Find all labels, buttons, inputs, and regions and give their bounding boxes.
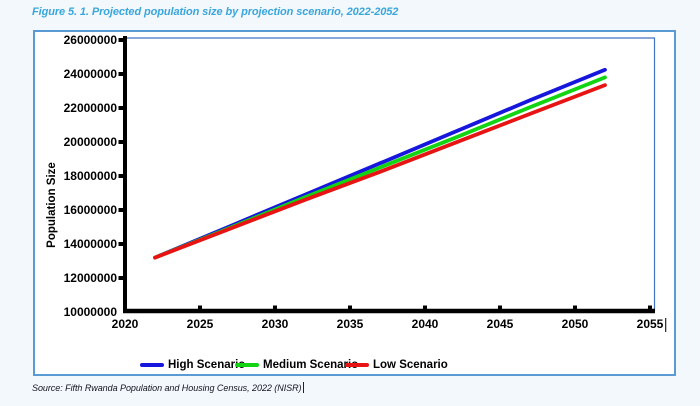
y-tick-label: 22000000 [64,101,118,115]
y-tick-label: 10000000 [64,305,118,319]
y-tick-label: 18000000 [64,169,118,183]
x-tick-label: 2045 [487,317,514,331]
y-tick-label: 24000000 [64,67,118,81]
legend-item-high-scenario: High Scenario [140,358,245,372]
text-cursor [302,382,305,393]
legend-swatch [235,362,259,368]
ticks-layer: 10000000 12000000 14000000 16000000 18000000… [64,33,664,331]
x-tick-label: 2035 [337,317,364,331]
source-note-text: Source: Fifth Rwanda Population and Hous… [32,383,302,393]
figure-box: Population Size 10000000 12000000 14000000… [33,30,676,376]
plot-border [125,37,656,311]
legend-label: Medium Scenario [263,359,359,371]
y-tick-label: 20000000 [64,135,118,149]
legend-item-low-scenario: Low Scenario [345,358,448,372]
y-axis-title: Population Size [46,162,58,248]
x-tick-label: 2020 [112,317,139,331]
y-tick-label: 14000000 [64,237,118,251]
population-projection-chart: Population Size 10000000 12000000 14000000… [46,33,667,332]
legend-swatch [345,362,369,368]
legend-label: Low Scenario [373,359,448,371]
x-tick-label: 2040 [412,317,439,331]
y-tick-label: 26000000 [64,33,118,47]
y-tick-label: 12000000 [64,271,118,285]
y-tick-label: 16000000 [64,203,118,217]
x-tick-label: 2050 [562,317,589,331]
legend-swatch [140,362,164,368]
text-cursor [665,318,667,332]
x-tick-label: 2055 [637,317,664,331]
series-layer [153,67,607,260]
source-note: Source: Fifth Rwanda Population and Hous… [32,382,305,393]
figure-caption: Figure 5. 1. Projected population size b… [32,6,399,18]
x-tick-label: 2030 [262,317,289,331]
series-line-2 [153,83,607,260]
legend-label: High Scenario [168,359,246,371]
legend-item-medium-scenario: Medium Scenario [235,358,358,372]
x-tick-label: 2025 [187,317,214,331]
